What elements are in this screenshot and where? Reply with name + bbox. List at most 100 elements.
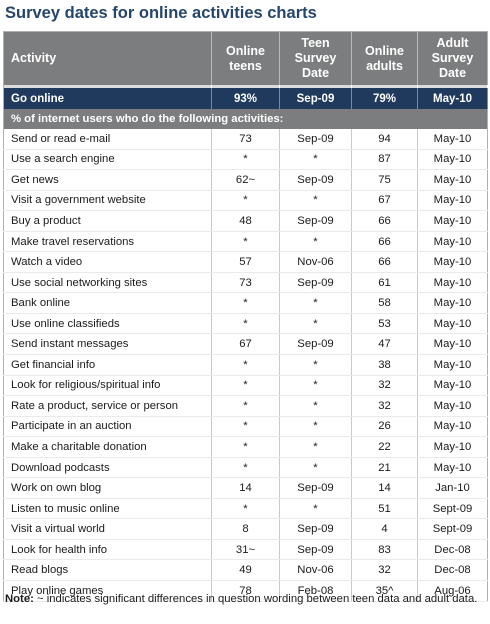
row-online-teens: 14: [211, 477, 280, 499]
row-activity: Participate in an auction: [3, 416, 212, 438]
table-row: Watch a video 57 Nov-06 66 May-10: [3, 251, 488, 273]
go-online-teens: 93%: [211, 88, 280, 109]
row-activity: Make travel reservations: [3, 231, 212, 253]
table-row: Look for religious/spiritual info * * 32 May…: [3, 375, 488, 397]
row-adult-survey-date: May-10: [417, 333, 488, 356]
section-header-row: % of internet users who do the following…: [3, 109, 488, 129]
row-adult-survey-date: Aug-06: [417, 580, 488, 602]
row-online-teens: 62~: [211, 169, 280, 191]
table-row: Play online games 78 Feb-08 35^ Aug-06: [3, 580, 488, 602]
table-row: Bank online * * 58 May-10: [3, 292, 488, 314]
row-adult-survey-date: Sept-09: [417, 498, 488, 520]
row-online-teens: *: [211, 498, 280, 520]
row-teen-survey-date: *: [279, 375, 352, 397]
row-online-adults: 67: [351, 190, 418, 212]
row-adult-survey-date: May-10: [417, 169, 488, 191]
row-teen-survey-date: *: [279, 354, 352, 376]
row-activity: Send or read e-mail: [3, 129, 212, 150]
row-online-teens: 57: [211, 251, 280, 273]
row-teen-survey-date: Sep-09: [279, 169, 352, 191]
row-online-teens: *: [211, 149, 280, 171]
table-row: Download podcasts * * 21 May-10: [3, 457, 488, 479]
row-activity: Work on own blog: [3, 477, 212, 499]
row-teen-survey-date: Sep-09: [279, 539, 352, 561]
table-row: Visit a government website * * 67 May-10: [3, 190, 488, 212]
row-adult-survey-date: Dec-08: [417, 559, 488, 582]
row-adult-survey-date: May-10: [417, 231, 488, 253]
table-row: Make a charitable donation * * 22 May-10: [3, 436, 488, 458]
row-activity: Send instant messages: [3, 333, 212, 356]
row-online-teens: *: [211, 190, 280, 212]
row-teen-survey-date: *: [279, 436, 352, 458]
row-online-adults: 66: [351, 231, 418, 253]
row-adult-survey-date: Dec-08: [417, 539, 488, 561]
row-adult-survey-date: May-10: [417, 457, 488, 479]
row-online-teens: 49: [211, 559, 280, 582]
row-online-adults: 66: [351, 210, 418, 232]
activity-rows: Send or read e-mail 73 Sep-09 94 May-10 Use a…: [3, 129, 488, 602]
row-adult-survey-date: May-10: [417, 190, 488, 212]
row-adult-survey-date: May-10: [417, 375, 488, 397]
row-activity: Watch a video: [3, 251, 212, 273]
row-teen-survey-date: Sep-09: [279, 210, 352, 232]
row-online-teens: 8: [211, 518, 280, 540]
table-row: Listen to music online * * 51 Sept-09: [3, 498, 488, 520]
row-online-adults: 66: [351, 251, 418, 273]
row-online-adults: 53: [351, 313, 418, 335]
row-activity: Play online games: [3, 580, 212, 602]
row-online-adults: 21: [351, 457, 418, 479]
table-row: Get financial info * * 38 May-10: [3, 354, 488, 376]
table-row: Send or read e-mail 73 Sep-09 94 May-10: [3, 129, 488, 150]
row-online-adults: 35^: [351, 580, 418, 602]
row-online-adults: 32: [351, 395, 418, 417]
row-online-adults: 22: [351, 436, 418, 458]
row-online-teens: 67: [211, 333, 280, 356]
go-online-activity: Go online: [3, 88, 212, 109]
header-spacer: [3, 85, 488, 88]
row-online-teens: 73: [211, 129, 280, 150]
row-activity: Get news: [3, 169, 212, 191]
table-header: Activity Online teens Teen Survey Date O…: [3, 31, 488, 85]
row-adult-survey-date: Sept-09: [417, 518, 488, 540]
go-online-row: Go online 93% Sep-09 79% May-10: [3, 88, 488, 109]
table-row: Participate in an auction * * 26 May-10: [3, 416, 488, 438]
row-teen-survey-date: *: [279, 395, 352, 417]
section-label: % of internet users who do the following…: [3, 109, 488, 129]
row-online-teens: *: [211, 416, 280, 438]
table-row: Use a search engine * * 87 May-10: [3, 149, 488, 171]
row-activity: Look for religious/spiritual info: [3, 375, 212, 397]
table-row: Visit a virtual world 8 Sep-09 4 Sept-09: [3, 518, 488, 540]
row-online-adults: 83: [351, 539, 418, 561]
row-online-teens: *: [211, 457, 280, 479]
row-activity: Bank online: [3, 292, 212, 314]
row-adult-survey-date: May-10: [417, 292, 488, 314]
row-activity: Get financial info: [3, 354, 212, 376]
go-online-adult-date: May-10: [417, 88, 488, 109]
row-online-adults: 47: [351, 333, 418, 356]
table-row: Send instant messages 67 Sep-09 47 May-10: [3, 333, 488, 356]
row-adult-survey-date: May-10: [417, 210, 488, 232]
row-online-teens: *: [211, 436, 280, 458]
row-adult-survey-date: May-10: [417, 149, 488, 171]
row-online-teens: *: [211, 354, 280, 376]
table-row: Look for health info 31~ Sep-09 83 Dec-08: [3, 539, 488, 561]
table-row: Read blogs 49 Nov-06 32 Dec-08: [3, 559, 488, 582]
row-activity: Read blogs: [3, 559, 212, 582]
row-online-teens: *: [211, 313, 280, 335]
row-activity: Visit a virtual world: [3, 518, 212, 540]
row-adult-survey-date: Jan-10: [417, 477, 488, 499]
row-teen-survey-date: Sep-09: [279, 477, 352, 499]
row-online-adults: 4: [351, 518, 418, 540]
row-teen-survey-date: *: [279, 416, 352, 438]
header-activity: Activity: [3, 31, 212, 85]
row-activity: Use a search engine: [3, 149, 212, 171]
header-teen-survey-date: Teen Survey Date: [279, 31, 352, 85]
row-adult-survey-date: May-10: [417, 129, 488, 150]
table-row: Get news 62~ Sep-09 75 May-10: [3, 169, 488, 191]
row-adult-survey-date: May-10: [417, 251, 488, 273]
row-activity: Use social networking sites: [3, 272, 212, 294]
table-row: Make travel reservations * * 66 May-10: [3, 231, 488, 253]
header-online-teens: Online teens: [211, 31, 280, 85]
row-teen-survey-date: Sep-09: [279, 333, 352, 356]
row-online-adults: 38: [351, 354, 418, 376]
